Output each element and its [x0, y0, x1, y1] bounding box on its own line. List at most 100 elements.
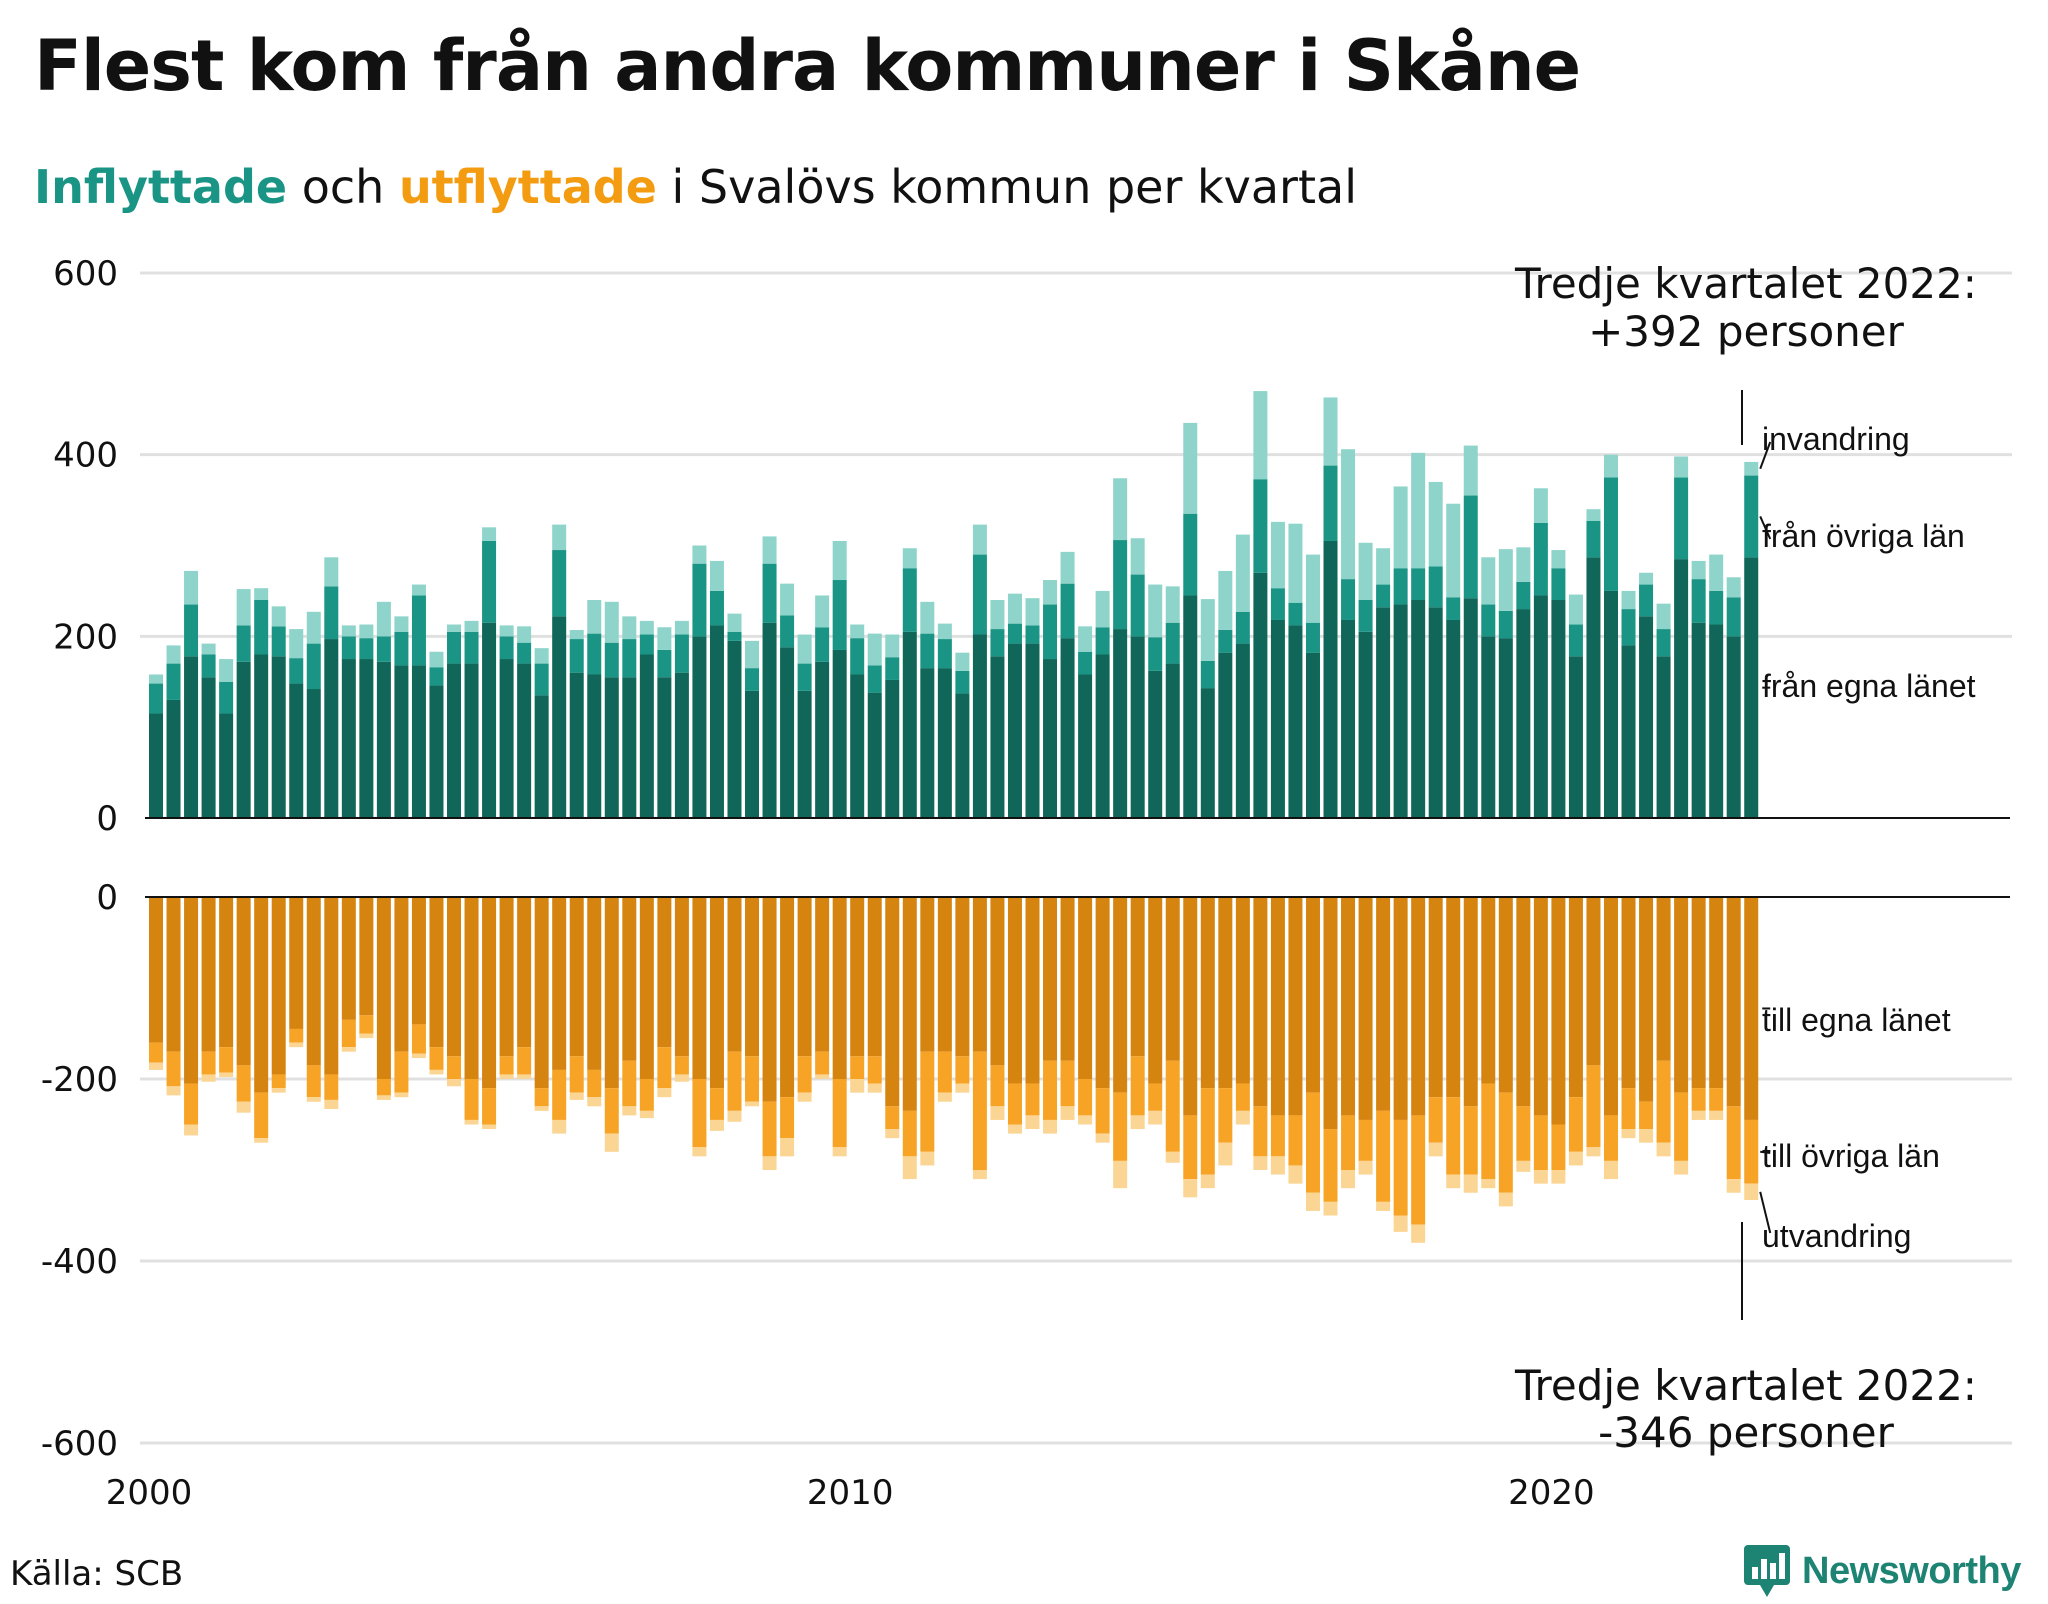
bar-inflyttade-invandring — [1411, 452, 1426, 569]
bar-inflyttade-invandring — [429, 651, 444, 668]
bar-utflyttade-utvandring — [745, 1101, 760, 1107]
bar-inflyttade-invandring — [797, 634, 812, 664]
bar-utflyttade-utvandring — [1253, 1156, 1268, 1170]
bar-inflyttade-ovriga-lan — [1218, 629, 1233, 653]
bar-inflyttade-ovriga-lan — [1078, 651, 1093, 675]
bar-utflyttade-ovriga-lan — [1007, 1083, 1022, 1125]
bar-utflyttade-utvandring — [184, 1124, 199, 1136]
bar-utflyttade-egna-lanet — [1411, 897, 1426, 1116]
bar-inflyttade-invandring — [622, 616, 637, 640]
bar-inflyttade-egna-lanet — [1165, 663, 1180, 818]
bar-inflyttade-egna-lanet — [1078, 674, 1093, 818]
bar-inflyttade-ovriga-lan — [850, 638, 865, 675]
bar-inflyttade-egna-lanet — [1183, 595, 1198, 818]
bar-utflyttade-egna-lanet — [1498, 897, 1513, 1093]
bar-inflyttade-egna-lanet — [692, 636, 707, 818]
bar-inflyttade-invandring — [937, 623, 952, 640]
bar-inflyttade-egna-lanet — [394, 665, 409, 818]
bar-utflyttade-ovriga-lan — [639, 1079, 654, 1111]
bar-inflyttade-egna-lanet — [1007, 643, 1022, 818]
bar-utflyttade-ovriga-lan — [499, 1056, 514, 1075]
newsworthy-logo[interactable]: Newsworthy — [1742, 1538, 2021, 1604]
bar-utflyttade-ovriga-lan — [955, 1056, 970, 1084]
bar-utflyttade-utvandring — [587, 1097, 602, 1107]
series-label-in-2: invandring — [1762, 421, 1910, 457]
bar-inflyttade-egna-lanet — [1516, 609, 1531, 818]
bar-utflyttade-utvandring — [674, 1074, 689, 1082]
bar-utflyttade-ovriga-lan — [1358, 1119, 1373, 1161]
bar-utflyttade-ovriga-lan — [1498, 1092, 1513, 1193]
bar-utflyttade-utvandring — [376, 1095, 391, 1100]
bar-utflyttade-egna-lanet — [780, 897, 795, 1098]
bar-inflyttade-egna-lanet — [464, 663, 479, 818]
bar-inflyttade-ovriga-lan — [1235, 611, 1250, 644]
bar-utflyttade-egna-lanet — [429, 897, 444, 1048]
bar-inflyttade-invandring — [482, 527, 497, 541]
x-tick-label: 2010 — [807, 1473, 894, 1513]
bar-utflyttade-egna-lanet — [692, 897, 707, 1079]
bar-inflyttade-ovriga-lan — [1043, 604, 1058, 660]
bar-utflyttade-ovriga-lan — [1726, 1106, 1741, 1180]
x-axis-tick-labels: 2000 2010 2020 — [106, 1473, 1595, 1513]
bar-inflyttade-egna-lanet — [1603, 590, 1618, 818]
bar-utflyttade-utvandring — [1411, 1224, 1426, 1243]
bar-utflyttade-utvandring — [762, 1156, 777, 1170]
bar-utflyttade-utvandring — [411, 1053, 426, 1059]
bar-utflyttade-egna-lanet — [1586, 897, 1601, 1066]
bar-utflyttade-egna-lanet — [184, 897, 199, 1084]
bar-utflyttade-ovriga-lan — [692, 1079, 707, 1148]
bar-inflyttade-invandring — [990, 600, 1005, 630]
bar-utflyttade-utvandring — [1341, 1170, 1356, 1189]
bar-inflyttade-egna-lanet — [534, 695, 549, 819]
bar-utflyttade-ovriga-lan — [534, 1088, 549, 1107]
bar-utflyttade-ovriga-lan — [149, 1042, 163, 1063]
bar-inflyttade-ovriga-lan — [657, 649, 672, 678]
bar-inflyttade-egna-lanet — [1218, 652, 1233, 818]
bar-utflyttade-egna-lanet — [920, 897, 935, 1052]
bar-utflyttade-utvandring — [552, 1119, 567, 1134]
bar-inflyttade-ovriga-lan — [1533, 522, 1548, 596]
bar-inflyttade-invandring — [534, 648, 549, 664]
bar-inflyttade-invandring — [1376, 548, 1391, 585]
bar-utflyttade-utvandring — [429, 1069, 444, 1075]
bar-inflyttade-ovriga-lan — [780, 615, 795, 648]
bar-utflyttade-egna-lanet — [341, 897, 356, 1020]
bar-inflyttade-ovriga-lan — [1200, 660, 1215, 689]
bar-inflyttade-ovriga-lan — [324, 586, 339, 640]
bar-inflyttade-invandring — [1674, 456, 1689, 478]
bar-inflyttade-ovriga-lan — [674, 634, 689, 673]
y-tick-label-bottom: -400 — [41, 1242, 118, 1282]
bar-utflyttade-utvandring — [1165, 1151, 1180, 1163]
bar-inflyttade-egna-lanet — [236, 661, 251, 818]
bar-inflyttade-invandring — [604, 601, 619, 643]
bar-utflyttade-utvandring — [692, 1147, 707, 1157]
bar-utflyttade-utvandring — [464, 1119, 479, 1125]
bar-inflyttade-egna-lanet — [885, 679, 900, 818]
series-label-out-1: till övriga län — [1762, 1138, 1940, 1174]
bar-inflyttade-ovriga-lan — [1516, 581, 1531, 610]
bar-inflyttade-egna-lanet — [254, 654, 269, 818]
bar-inflyttade-ovriga-lan — [885, 657, 900, 680]
bar-utflyttade-egna-lanet — [1621, 897, 1636, 1089]
bar-inflyttade-ovriga-lan — [1288, 602, 1303, 626]
bar-utflyttade-utvandring — [1393, 1215, 1408, 1232]
bar-utflyttade-ovriga-lan — [587, 1069, 602, 1098]
bar-inflyttade-egna-lanet — [149, 713, 163, 818]
bar-inflyttade-ovriga-lan — [1305, 622, 1320, 653]
bar-utflyttade-utvandring — [1603, 1160, 1618, 1180]
bar-utflyttade-utvandring — [1481, 1179, 1496, 1189]
bar-utflyttade-egna-lanet — [1674, 897, 1689, 1093]
bar-utflyttade-egna-lanet — [1235, 897, 1250, 1084]
bar-utflyttade-utvandring — [1463, 1174, 1478, 1193]
utflyttade-bars — [149, 897, 1759, 1243]
bar-inflyttade-ovriga-lan — [1270, 588, 1285, 620]
bar-utflyttade-egna-lanet — [324, 897, 339, 1075]
bar-inflyttade-ovriga-lan — [1253, 479, 1268, 573]
subtitle-rest: i Svalövs kommun per kvartal — [656, 160, 1357, 214]
bar-utflyttade-egna-lanet — [885, 897, 900, 1107]
bar-utflyttade-utvandring — [920, 1151, 935, 1166]
bar-utflyttade-egna-lanet — [1148, 897, 1163, 1084]
bar-inflyttade-egna-lanet — [1253, 572, 1268, 818]
bar-utflyttade-utvandring — [622, 1106, 637, 1116]
bar-utflyttade-egna-lanet — [1446, 897, 1461, 1098]
